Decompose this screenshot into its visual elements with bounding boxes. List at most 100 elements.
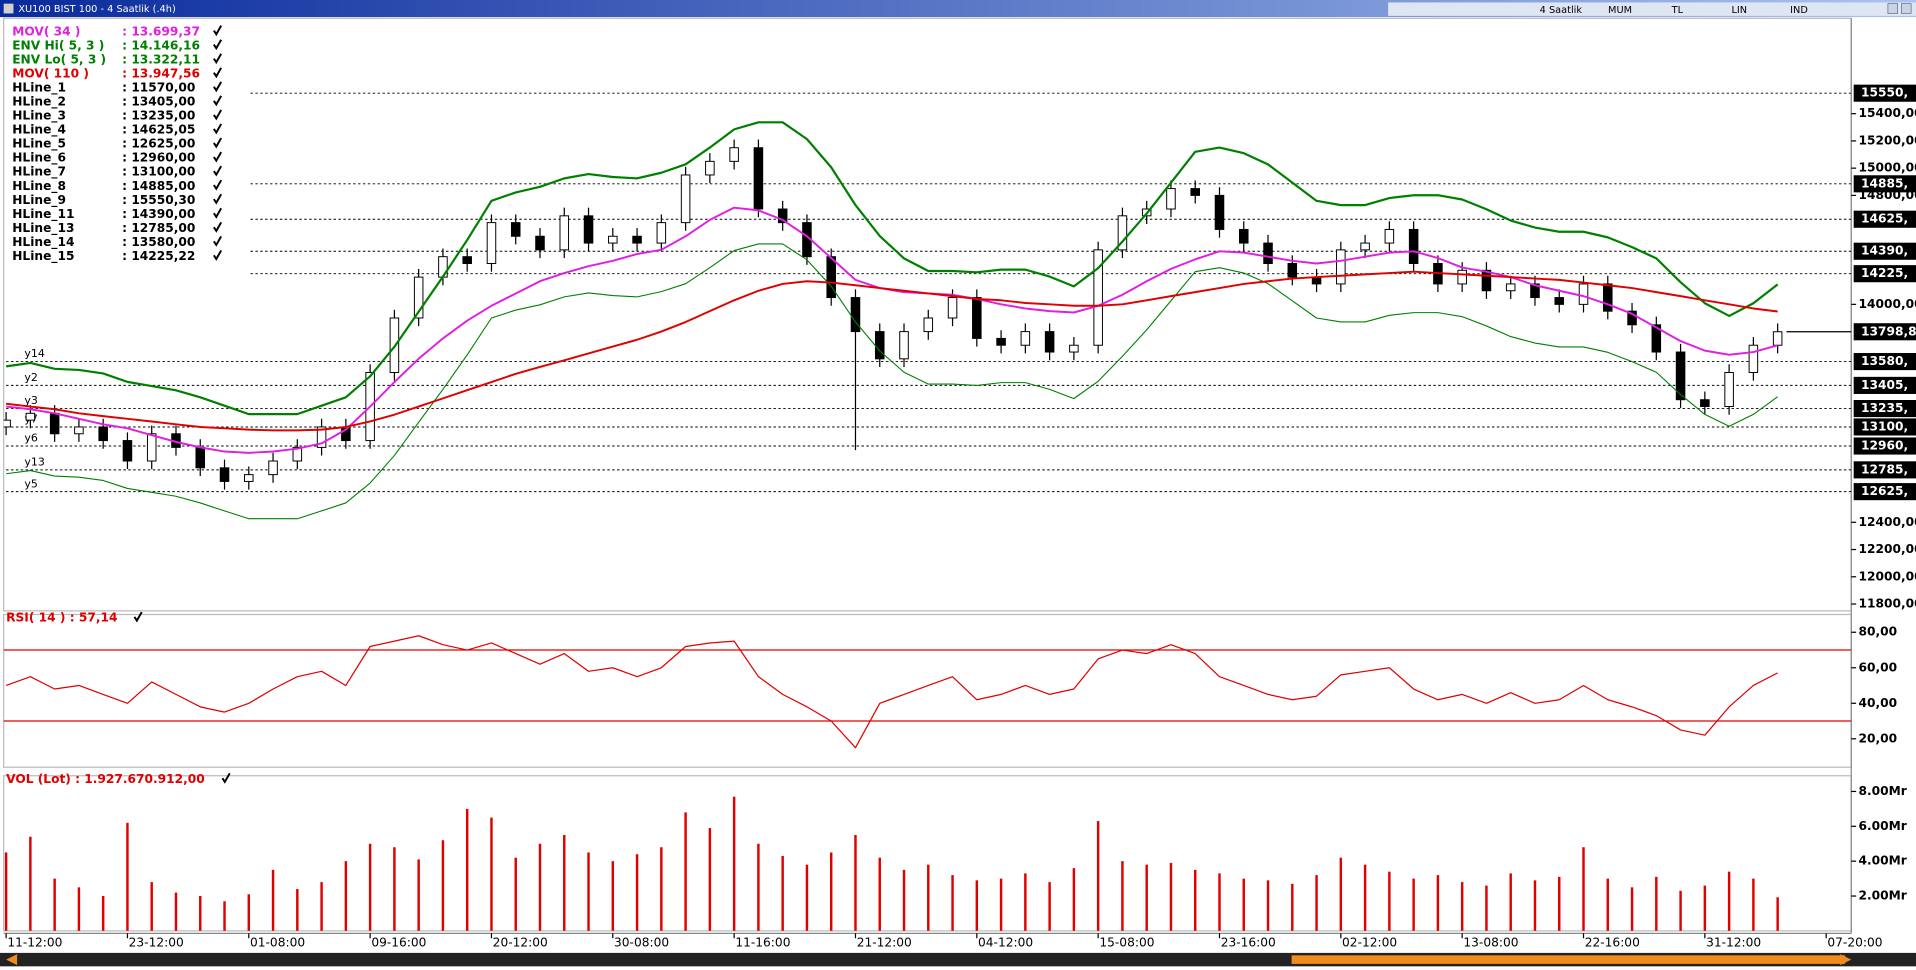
hline-tag bbox=[1853, 483, 1916, 501]
hline-short-label: y6 bbox=[24, 432, 38, 445]
visibility-check bbox=[213, 207, 223, 219]
legend-value: : 13.699,37 bbox=[122, 24, 200, 38]
legend-name: MOV( 34 ) bbox=[12, 24, 80, 38]
volume-bar bbox=[514, 857, 517, 931]
y-tick-label: 80,00 bbox=[1859, 625, 1898, 639]
candle-body bbox=[1724, 371, 1734, 408]
visibility-check bbox=[213, 249, 223, 261]
candle-body bbox=[98, 426, 108, 442]
candle-body bbox=[729, 147, 739, 162]
visibility-check bbox=[213, 39, 223, 51]
volume-bar bbox=[1460, 882, 1464, 931]
volume-bar bbox=[1315, 875, 1318, 931]
legend-value: : 14885,00 bbox=[122, 179, 195, 193]
y-tick-label: 14000,00 bbox=[1859, 297, 1916, 311]
volume-bar bbox=[951, 875, 954, 931]
last-price-tag bbox=[1853, 323, 1916, 341]
candle-body bbox=[947, 297, 958, 319]
legend-name: HLine_11 bbox=[12, 207, 74, 222]
toolbar-button[interactable]: 4 Saatlik bbox=[1540, 5, 1583, 16]
legend-value: : 15550,30 bbox=[122, 193, 195, 207]
legend-value: : 12960,00 bbox=[122, 151, 195, 165]
volume-bar bbox=[999, 878, 1003, 931]
visibility-check bbox=[213, 109, 223, 121]
legend-name: ENV Lo( 5, 3 ) bbox=[12, 52, 106, 66]
legend-name: HLine_1 bbox=[12, 80, 66, 95]
volume-bar bbox=[271, 869, 275, 931]
volume-bar bbox=[1194, 869, 1197, 931]
candle-body bbox=[1238, 228, 1249, 244]
candle-body bbox=[195, 446, 206, 469]
volume-bar bbox=[199, 896, 202, 931]
legend-value: : 13.947,56 bbox=[122, 66, 200, 80]
volume-bar bbox=[1291, 883, 1294, 931]
volume-bar bbox=[1436, 875, 1440, 931]
hline-tag bbox=[1853, 242, 1916, 260]
candle-body bbox=[1384, 228, 1395, 244]
scrollbar-thumb[interactable] bbox=[1291, 955, 1846, 964]
legend-name: HLine_4 bbox=[12, 123, 66, 138]
close-button[interactable] bbox=[1901, 3, 1912, 14]
visibility-check bbox=[213, 123, 223, 135]
hline-tag-label: 13580, bbox=[1861, 354, 1908, 368]
candle-body bbox=[486, 222, 497, 264]
toolbar-button[interactable]: LIN bbox=[1731, 5, 1747, 16]
volume-bar bbox=[1703, 885, 1707, 931]
legend-name: HLine_14 bbox=[12, 235, 74, 250]
toolbar-button[interactable]: MUM bbox=[1608, 5, 1632, 16]
candle-body bbox=[3, 419, 11, 428]
x-tick-label: 11-16:00 bbox=[735, 936, 790, 950]
volume-bar bbox=[1630, 887, 1634, 931]
scroll-right[interactable] bbox=[1840, 954, 1852, 966]
hline-short-label: y13 bbox=[24, 456, 44, 469]
window-icon[interactable] bbox=[3, 3, 14, 14]
hline-tag bbox=[1853, 437, 1916, 455]
x-tick-label: 15-08:00 bbox=[1099, 936, 1154, 950]
visibility-check bbox=[213, 165, 223, 177]
volume-bar bbox=[1776, 897, 1779, 931]
toolbar-button[interactable]: IND bbox=[1790, 5, 1808, 16]
y-tick-label: 2.00Mr bbox=[1859, 889, 1907, 903]
candle-body bbox=[680, 174, 691, 224]
volume-bar bbox=[1533, 880, 1537, 931]
volume-bar bbox=[732, 796, 736, 931]
maximize-button[interactable] bbox=[1887, 3, 1898, 14]
x-tick-label: 09-16:00 bbox=[371, 936, 426, 950]
volume-bar bbox=[490, 817, 493, 931]
candle-body bbox=[1214, 194, 1225, 230]
hline-short-label: y14 bbox=[24, 347, 44, 360]
y-tick-label: 4.00Mr bbox=[1859, 854, 1907, 868]
legend-value: : 13580,00 bbox=[122, 235, 195, 249]
legend-name: HLine_6 bbox=[12, 151, 66, 166]
volume-bar bbox=[441, 840, 445, 931]
volume-bar bbox=[1679, 890, 1682, 931]
legend-value: : 14390,00 bbox=[122, 207, 195, 221]
toolbar-button[interactable]: TL bbox=[1671, 5, 1684, 16]
hline-tag-label: 13100, bbox=[1861, 419, 1908, 433]
volume-bar bbox=[368, 843, 372, 931]
volume-bar bbox=[1048, 882, 1051, 931]
legend-value: : 12785,00 bbox=[122, 221, 195, 235]
panel-legend: VOL (Lot) : 1.927.670.912,00 bbox=[6, 772, 205, 786]
candle-body bbox=[1651, 324, 1662, 353]
y-tick-label: 6.00Mr bbox=[1859, 819, 1907, 833]
volume-bar bbox=[1024, 873, 1027, 931]
x-tick-label: 20-12:00 bbox=[493, 936, 548, 950]
scroll-left[interactable] bbox=[6, 954, 18, 966]
visibility-check bbox=[213, 25, 223, 37]
legend-name: HLine_8 bbox=[12, 179, 66, 194]
hline-tag bbox=[1853, 210, 1916, 228]
volume-bar bbox=[1412, 878, 1415, 931]
volume-bar bbox=[126, 822, 129, 931]
last-price-label: 13798,8 bbox=[1861, 324, 1916, 338]
y-tick-label: 60,00 bbox=[1859, 660, 1898, 674]
volume-bar bbox=[927, 864, 930, 931]
hline-tag-label: 14625, bbox=[1861, 212, 1908, 226]
candle-body bbox=[1117, 215, 1128, 251]
volume-bar bbox=[1096, 821, 1100, 931]
candle-body bbox=[1603, 283, 1613, 312]
legend-value: : 13100,00 bbox=[122, 165, 195, 179]
candle-body bbox=[874, 331, 885, 360]
hline-short-label: y5 bbox=[24, 477, 38, 490]
hline-tag-label: 15550, bbox=[1861, 86, 1908, 100]
